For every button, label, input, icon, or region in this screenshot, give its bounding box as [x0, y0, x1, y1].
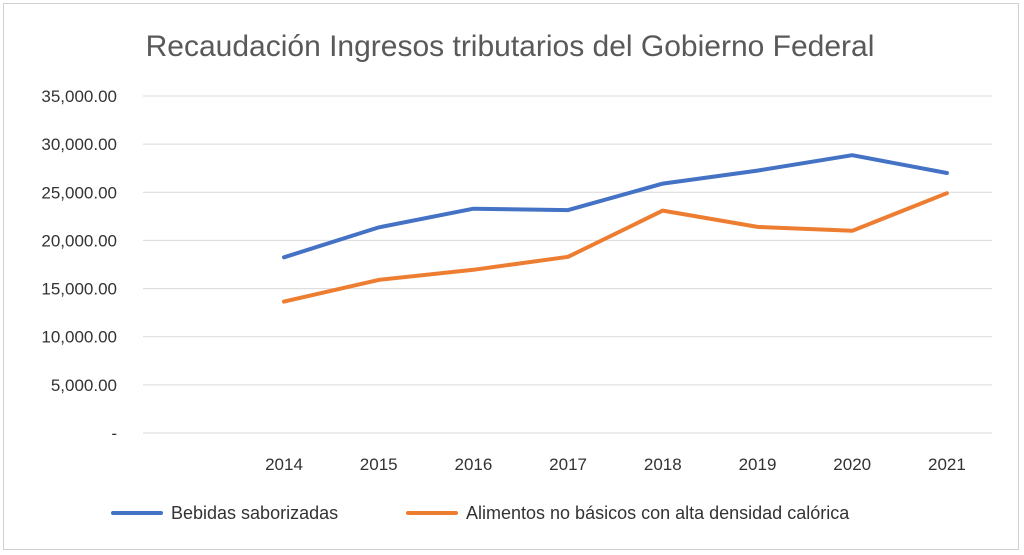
y-tick-label: 35,000.00: [41, 87, 117, 106]
y-tick-label: 15,000.00: [41, 280, 117, 299]
series-line-1: [282, 153, 949, 260]
chart-frame: [3, 3, 1019, 550]
chart-title: Recaudación Ingresos tributarios del Gob…: [146, 30, 875, 63]
legend-label-1: Bebidas saborizadas: [171, 503, 338, 523]
y-axis-ticks: - 5,000.00 10,000.00 15,000.00 20,000.00 25,0…: [41, 87, 117, 443]
x-tick-label: 2015: [360, 455, 398, 474]
x-tick-label: 2020: [833, 455, 871, 474]
y-tick-label: 25,000.00: [41, 183, 117, 202]
y-tick-label: 20,000.00: [41, 231, 117, 250]
x-tick-label: 2021: [928, 455, 966, 474]
x-tick-label: 2019: [739, 455, 777, 474]
x-tick-label: 2016: [454, 455, 492, 474]
x-tick-label: 2014: [265, 455, 303, 474]
x-axis-ticks: 2014 2015 2016 2017 2018 2019 2020 2021: [265, 455, 966, 474]
gridlines: [143, 95, 992, 434]
legend: Bebidas saborizadas Alimentos no básicos …: [111, 503, 850, 523]
y-tick-label: 5,000.00: [51, 376, 117, 395]
y-tick-label: -: [111, 424, 117, 443]
x-tick-label: 2018: [644, 455, 682, 474]
y-tick-label: 10,000.00: [41, 328, 117, 347]
y-tick-label: 30,000.00: [41, 135, 117, 154]
legend-label-2: Alimentos no básicos con alta densidad c…: [466, 503, 850, 523]
series-lines: [282, 153, 949, 304]
series-line-2: [282, 191, 949, 304]
x-tick-label: 2017: [549, 455, 587, 474]
